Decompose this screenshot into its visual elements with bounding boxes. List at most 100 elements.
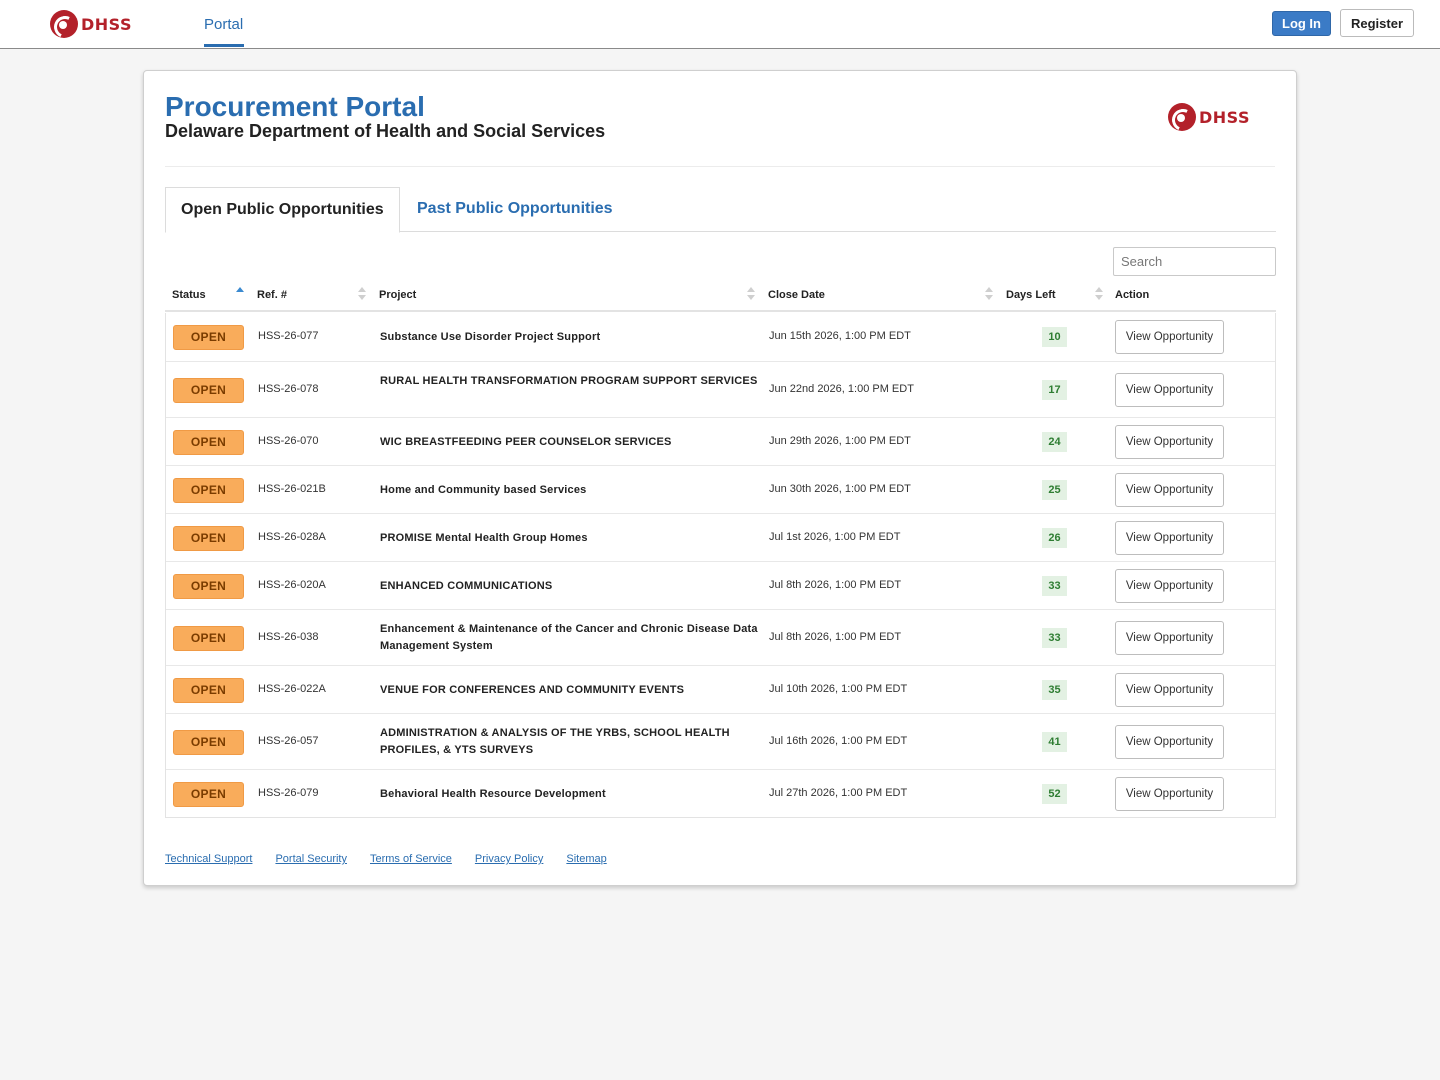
sort-icon[interactable]: [985, 287, 993, 301]
dhss-logo[interactable]: DHSS: [50, 10, 132, 38]
dhss-emblem-icon: [1168, 103, 1196, 131]
view-opportunity-button[interactable]: View Opportunity: [1115, 373, 1224, 407]
table-row: OPEN HSS-26-079 Jul 27th 2026, 1:00 PM EDT…: [166, 769, 1275, 817]
status-badge: OPEN: [173, 782, 244, 807]
view-opportunity-button[interactable]: View Opportunity: [1115, 621, 1224, 655]
close-date: Jul 8th 2026, 1:00 PM EDT: [769, 579, 902, 591]
table-row: OPEN HSS-26-038 Jul 8th 2026, 1:00 PM EDT 3…: [166, 609, 1275, 665]
project-name: Enhancement & Maintenance of the Cancer …: [380, 623, 758, 652]
header-days-left[interactable]: Days Left: [1006, 289, 1056, 301]
header-close-date[interactable]: Close Date: [768, 289, 825, 301]
ref-number: HSS-26-022A: [258, 683, 326, 695]
view-opportunity-button[interactable]: View Opportunity: [1115, 473, 1224, 507]
project-name: RURAL HEALTH TRANSFORMATION PROGRAM SUPP…: [380, 375, 758, 387]
days-left-badge: 41: [1042, 732, 1067, 752]
view-opportunity-button[interactable]: View Opportunity: [1115, 725, 1224, 759]
close-date: Jul 1st 2026, 1:00 PM EDT: [769, 531, 901, 543]
table-row: OPEN HSS-26-077 Jun 15th 2026, 1:00 PM EDT…: [166, 313, 1275, 361]
table-row: OPEN HSS-26-057 Jul 16th 2026, 1:00 PM EDT…: [166, 713, 1275, 769]
table-row: OPEN HSS-26-070 Jun 29th 2026, 1:00 PM EDT…: [166, 417, 1275, 465]
tab-past-opportunities[interactable]: Past Public Opportunities: [417, 200, 613, 217]
table-header: Status Ref. # Project Close Date Days Le…: [165, 281, 1276, 312]
close-date: Jun 29th 2026, 1:00 PM EDT: [769, 435, 911, 447]
view-opportunity-button[interactable]: View Opportunity: [1115, 569, 1224, 603]
status-badge: OPEN: [173, 325, 244, 350]
table-row: OPEN HSS-26-028A Jul 1st 2026, 1:00 PM EDT…: [166, 513, 1275, 561]
header-status[interactable]: Status: [172, 289, 206, 301]
status-badge: OPEN: [173, 730, 244, 755]
view-opportunity-button[interactable]: View Opportunity: [1115, 673, 1224, 707]
close-date: Jun 15th 2026, 1:00 PM EDT: [769, 330, 911, 342]
status-badge: OPEN: [173, 526, 244, 551]
project-name: Substance Use Disorder Project Support: [380, 331, 601, 343]
logo-text: DHSS: [1199, 107, 1250, 127]
project-name: PROMISE Mental Health Group Homes: [380, 532, 588, 544]
ref-number: HSS-26-038: [258, 631, 319, 643]
days-left-badge: 52: [1042, 784, 1067, 804]
project-name: ADMINISTRATION & ANALYSIS OF THE YRBS, S…: [380, 727, 730, 756]
project-name: Home and Community based Services: [380, 484, 587, 496]
project-name: Behavioral Health Resource Development: [380, 788, 606, 800]
status-badge: OPEN: [173, 378, 244, 403]
status-badge: OPEN: [173, 678, 244, 703]
view-opportunity-button[interactable]: View Opportunity: [1115, 425, 1224, 459]
login-button[interactable]: Log In: [1272, 11, 1331, 36]
close-date: Jul 8th 2026, 1:00 PM EDT: [769, 631, 902, 643]
active-tab-indicator: [204, 44, 244, 47]
days-left-badge: 17: [1042, 380, 1067, 400]
ref-number: HSS-26-057: [258, 735, 319, 747]
view-opportunity-button[interactable]: View Opportunity: [1115, 320, 1224, 354]
tabs-divider: [165, 231, 1276, 232]
register-button[interactable]: Register: [1340, 9, 1414, 37]
ref-number: HSS-26-020A: [258, 579, 326, 591]
ref-number: HSS-26-028A: [258, 531, 326, 543]
dhss-emblem-icon: [50, 10, 78, 38]
tab-open-opportunities[interactable]: Open Public Opportunities: [165, 187, 400, 233]
status-badge: OPEN: [173, 478, 244, 503]
ref-number: HSS-26-070: [258, 435, 319, 447]
project-name: ENHANCED COMMUNICATIONS: [380, 580, 553, 592]
days-left-badge: 24: [1042, 432, 1067, 452]
project-name: VENUE FOR CONFERENCES AND COMMUNITY EVEN…: [380, 684, 685, 696]
table-row: OPEN HSS-26-020A Jul 8th 2026, 1:00 PM EDT…: [166, 561, 1275, 609]
footer-links: Technical Support Portal Security Terms of…: [165, 853, 607, 865]
close-date: Jul 10th 2026, 1:00 PM EDT: [769, 683, 908, 695]
ref-number: HSS-26-021B: [258, 483, 326, 495]
footer-link[interactable]: Privacy Policy: [474, 853, 544, 865]
header-action: Action: [1115, 289, 1150, 301]
nav-tab-portal[interactable]: Portal: [204, 16, 244, 33]
view-opportunity-button[interactable]: View Opportunity: [1115, 777, 1224, 811]
logo-text: DHSS: [81, 14, 132, 34]
footer-link[interactable]: Technical Support: [165, 853, 253, 865]
view-opportunity-button[interactable]: View Opportunity: [1115, 521, 1224, 555]
search-input[interactable]: [1113, 247, 1276, 276]
procurement-card: Procurement Portal Delaware Department o…: [143, 70, 1297, 886]
days-left-badge: 25: [1042, 480, 1067, 500]
opportunities-table-body: OPEN HSS-26-077 Jun 15th 2026, 1:00 PM EDT…: [165, 313, 1276, 818]
card-dhss-logo: DHSS: [1168, 103, 1250, 131]
close-date: Jun 22nd 2026, 1:00 PM EDT: [769, 383, 914, 395]
ref-number: HSS-26-078: [258, 383, 319, 395]
footer-link[interactable]: Terms of Service: [369, 853, 452, 865]
sort-icon[interactable]: [747, 287, 755, 301]
sort-icon[interactable]: [1095, 287, 1103, 301]
days-left-badge: 10: [1042, 327, 1067, 347]
sort-asc-icon[interactable]: [236, 287, 244, 301]
top-navbar: DHSS Portal Log In Register: [0, 0, 1440, 49]
footer-link[interactable]: Portal Security: [275, 853, 347, 865]
days-left-badge: 33: [1042, 628, 1067, 648]
table-row: OPEN HSS-26-078 Jun 22nd 2026, 1:00 PM EDT…: [166, 361, 1275, 417]
header-project[interactable]: Project: [379, 289, 417, 301]
header-divider: [165, 166, 1275, 167]
close-date: Jul 16th 2026, 1:00 PM EDT: [769, 735, 908, 747]
sort-icon[interactable]: [358, 287, 366, 301]
close-date: Jun 30th 2026, 1:00 PM EDT: [769, 483, 911, 495]
table-row: OPEN HSS-26-022A Jul 10th 2026, 1:00 PM ED…: [166, 665, 1275, 713]
ref-number: HSS-26-077: [258, 330, 319, 342]
status-badge: OPEN: [173, 574, 244, 599]
page-subtitle: Delaware Department of Health and Social…: [165, 121, 606, 141]
table-row: OPEN HSS-26-021B Jun 30th 2026, 1:00 PM ED…: [166, 465, 1275, 513]
footer-link[interactable]: Sitemap: [566, 853, 607, 865]
header-ref[interactable]: Ref. #: [257, 289, 287, 301]
close-date: Jul 27th 2026, 1:00 PM EDT: [769, 787, 908, 799]
